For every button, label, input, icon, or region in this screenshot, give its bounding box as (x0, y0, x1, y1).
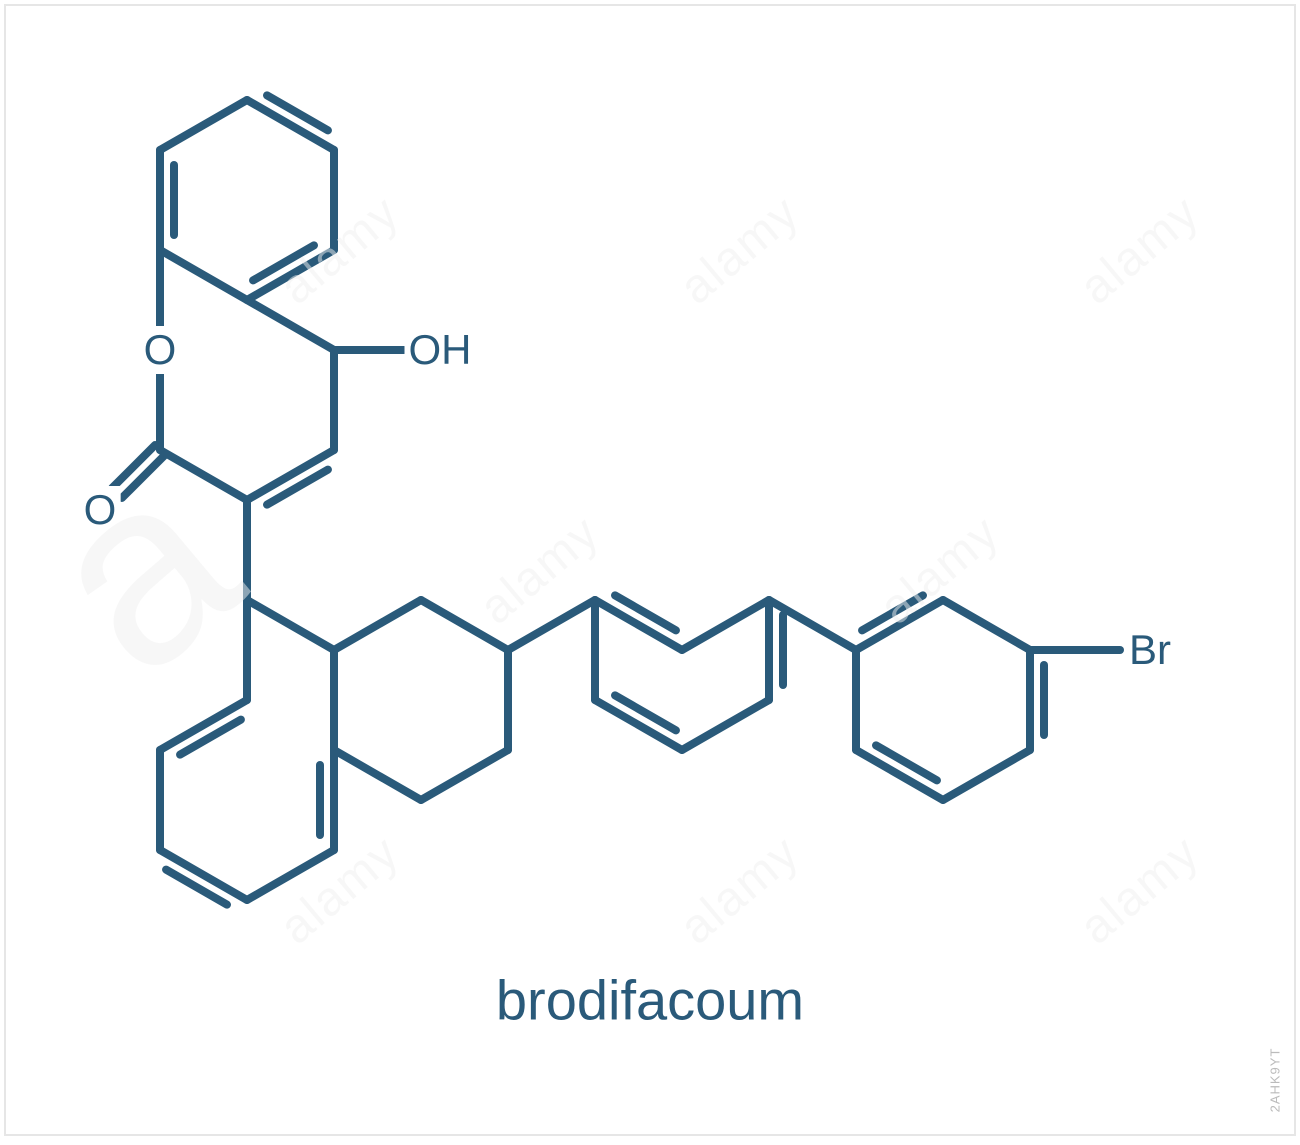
image-id: 2AHK9YT (1268, 1048, 1283, 1113)
atom-label-Br: Br (1125, 626, 1175, 674)
molecule-name: brodifacoum (496, 968, 804, 1033)
atom-label-OH: OH (405, 326, 476, 374)
atom-label-O1: O (140, 326, 181, 374)
